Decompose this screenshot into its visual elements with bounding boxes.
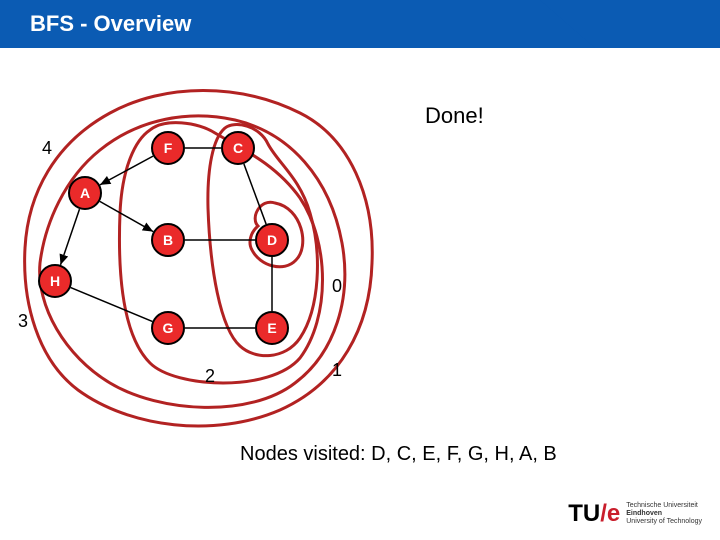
logo: TU/e Technische Universiteit Eindhoven U…: [568, 500, 702, 528]
node-g: G: [151, 311, 185, 345]
node-d: D: [255, 223, 289, 257]
edge-a-h: [60, 209, 79, 265]
node-f: F: [151, 131, 185, 165]
logo-mark: TU/e: [568, 500, 620, 528]
logo-line2: Eindhoven: [626, 510, 702, 518]
level-label-4: 4: [42, 138, 52, 159]
node-h: H: [38, 264, 72, 298]
node-b: B: [151, 223, 185, 257]
page-title: BFS - Overview: [30, 11, 191, 37]
node-e: E: [255, 311, 289, 345]
level-label-2: 2: [205, 366, 215, 387]
node-c: C: [221, 131, 255, 165]
logo-tu: TU: [568, 500, 600, 527]
edge-f-a: [100, 156, 153, 185]
visited-text: Nodes visited: D, C, E, F, G, H, A, B: [240, 443, 557, 466]
edge-c-d: [244, 164, 266, 224]
logo-text: Technische Universiteit Eindhoven Univer…: [626, 502, 702, 525]
graph-svg-layer: [0, 48, 720, 540]
diagram-stage: A B C D E F G H Done! 0 1 2 3 4 Nodes visited: D, C…: [0, 48, 720, 540]
logo-line3: University of Technology: [626, 518, 702, 526]
header-title-bar: BFS - Overview: [0, 0, 600, 48]
done-label: Done!: [425, 103, 484, 129]
visited-prefix: Nodes visited:: [240, 443, 371, 465]
node-a: A: [68, 176, 102, 210]
visited-sequence: D, C, E, F, G, H, A, B: [371, 443, 557, 465]
edge-a-b: [100, 201, 153, 231]
logo-e: /e: [600, 500, 620, 527]
level-label-1: 1: [332, 360, 342, 381]
header-wedge-shape: [540, 0, 720, 48]
level-label-0: 0: [332, 276, 342, 297]
edge-h-g: [71, 288, 153, 322]
level-label-3: 3: [18, 311, 28, 332]
slide-header: BFS - Overview: [0, 0, 720, 48]
logo-line1: Technische Universiteit: [626, 502, 702, 510]
